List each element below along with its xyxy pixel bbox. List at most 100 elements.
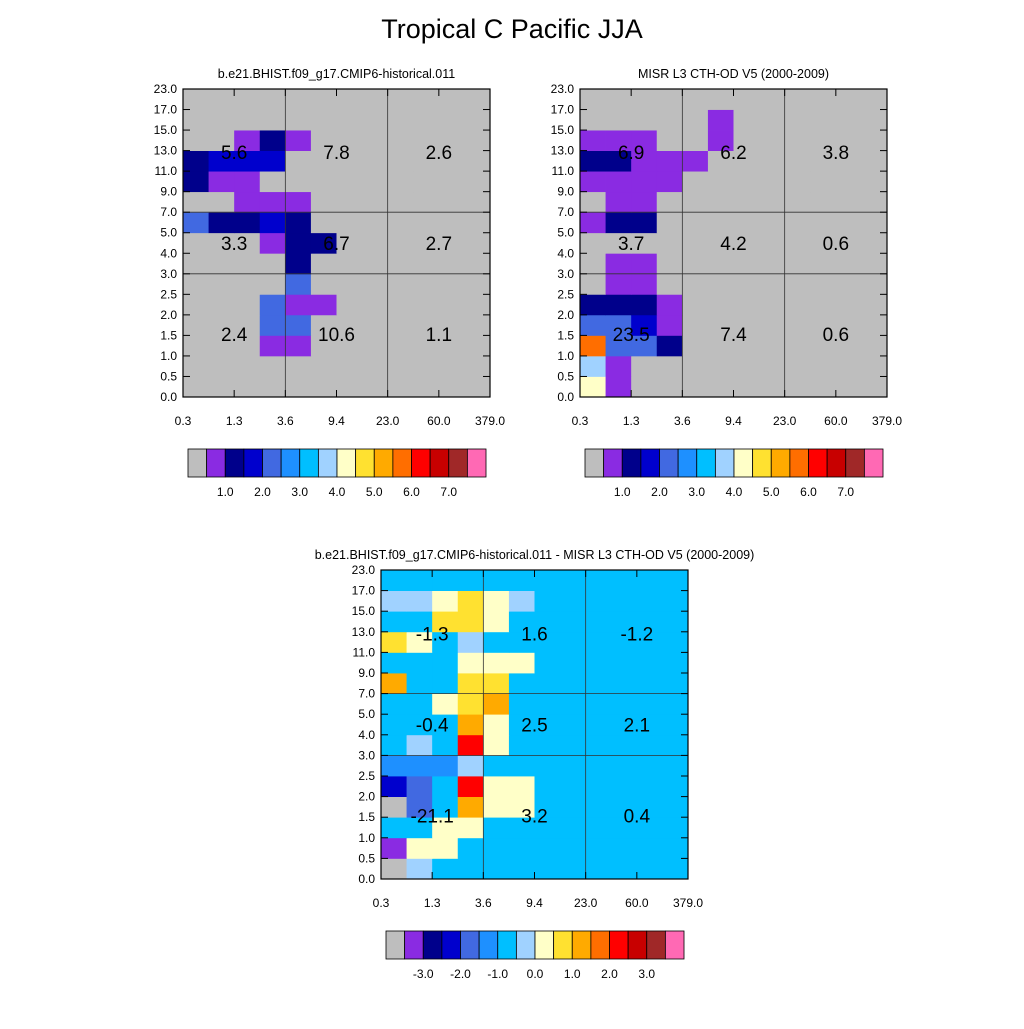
value-label: 7.4 <box>720 325 747 346</box>
heatmap-cell <box>310 335 337 357</box>
heatmap-cell <box>381 858 407 880</box>
heatmap-cell <box>406 858 433 880</box>
heatmap-cell <box>406 611 433 633</box>
heatmap-cell <box>585 570 612 591</box>
heatmap-cell <box>733 294 760 316</box>
heatmap-cell <box>457 837 484 859</box>
heatmap-cell <box>662 673 689 694</box>
heatmap-cell <box>310 109 337 131</box>
heatmap-cell <box>432 631 459 653</box>
heatmap-cell <box>387 232 414 254</box>
value-label: 1.6 <box>521 624 547 645</box>
heatmap-cell <box>631 130 658 151</box>
colorbar-box <box>534 930 555 960</box>
heatmap-cell <box>438 294 465 316</box>
heatmap-cell <box>483 693 510 715</box>
value-label: 0.6 <box>823 234 849 255</box>
heatmap-cell <box>457 796 484 818</box>
heatmap-cell <box>585 693 612 715</box>
heatmap-cell <box>560 858 587 880</box>
heatmap-cell <box>362 171 389 193</box>
heatmap-cell <box>483 817 510 839</box>
heatmap-cell <box>438 335 465 357</box>
heatmap-cell <box>631 109 658 131</box>
heatmap-cell <box>406 776 433 797</box>
heatmap-cell <box>483 776 510 797</box>
heatmap-cell <box>580 130 606 151</box>
heatmap-cell <box>285 253 312 275</box>
heatmap-cell <box>861 376 888 398</box>
heatmap-cell <box>810 355 837 377</box>
heatmap-cell <box>310 376 337 398</box>
heatmap-cell <box>406 734 433 756</box>
heatmap-cell <box>508 796 535 818</box>
heatmap-cell <box>759 273 786 295</box>
heatmap-cell <box>310 89 337 110</box>
heatmap-cell <box>560 817 587 839</box>
heatmap-cell <box>381 734 407 756</box>
x-tick-label: 9.4 <box>328 414 345 428</box>
heatmap-cell <box>362 191 389 213</box>
heatmap-cell <box>387 273 414 295</box>
heatmap-cell <box>784 109 811 131</box>
heatmap-cell <box>508 837 535 859</box>
heatmap-cell <box>707 130 734 151</box>
x-tick-label: 379.0 <box>475 414 505 428</box>
heatmap-cell <box>259 314 286 336</box>
heatmap-cell <box>508 652 535 674</box>
heatmap-cell <box>733 109 760 131</box>
y-tick-label: 3.0 <box>557 267 574 281</box>
heatmap-cell <box>611 714 638 736</box>
heatmap-cell <box>183 355 209 377</box>
y-tick-label: 0.5 <box>358 851 375 865</box>
heatmap-cell <box>784 294 811 316</box>
heatmap-cell <box>464 335 491 357</box>
heatmap-cell <box>810 253 837 275</box>
heatmap-cell <box>733 212 760 234</box>
heatmap-cell <box>413 253 440 275</box>
heatmap-cell <box>387 191 414 213</box>
colorbar-box <box>280 448 301 478</box>
heatmap-cell <box>508 611 535 633</box>
y-tick-label: 4.0 <box>358 728 375 742</box>
colorbar-label: 5.0 <box>763 485 780 499</box>
heatmap-cell <box>432 858 459 880</box>
heatmap-cell <box>585 673 612 694</box>
y-tick-label: 4.0 <box>160 246 177 260</box>
colorbar-box <box>584 448 605 478</box>
heatmap-cell <box>336 130 363 151</box>
y-tick-label: 13.0 <box>352 625 376 639</box>
heatmap-cell <box>835 212 862 234</box>
heatmap-cell <box>387 335 414 357</box>
heatmap-cell <box>336 355 363 377</box>
heatmap-cell <box>432 796 459 818</box>
heatmap-cell <box>636 570 663 591</box>
y-tick-label: 1.0 <box>557 349 574 363</box>
heatmap-cell <box>413 273 440 295</box>
heatmap-cell <box>636 796 663 818</box>
colorbar-label: 4.0 <box>726 485 743 499</box>
colorbar-box <box>714 448 735 478</box>
heatmap-cell <box>464 150 491 172</box>
y-tick-label: 4.0 <box>557 246 574 260</box>
heatmap-cell <box>259 355 286 377</box>
heatmap-cell <box>580 294 606 316</box>
panel-1: 0.0 0.5 1.0 1.5 2.0 2.5 3.0 4.0 5.0 7.0 9.0 11.0 13.… <box>154 67 506 428</box>
heatmap-cell <box>707 89 734 110</box>
heatmap-cell <box>259 253 286 275</box>
value-label: 6.7 <box>323 234 349 255</box>
heatmap-cell <box>560 796 587 818</box>
heatmap-cell <box>534 796 561 818</box>
value-label: 5.6 <box>221 143 247 164</box>
y-tick-label: 15.0 <box>352 604 376 618</box>
heatmap-cell <box>457 673 484 694</box>
heatmap-cell <box>208 130 235 151</box>
heatmap-cell <box>534 631 561 653</box>
heatmap-cell <box>183 212 209 234</box>
heatmap-cell <box>464 376 491 398</box>
heatmap-cell <box>656 335 683 357</box>
heatmap-cell <box>861 89 888 110</box>
colorbar-box <box>770 448 791 478</box>
colorbar-label: 1.0 <box>217 485 234 499</box>
heatmap-cell <box>560 631 587 653</box>
